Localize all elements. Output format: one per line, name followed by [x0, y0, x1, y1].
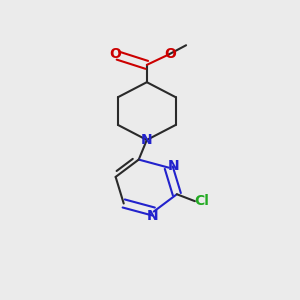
Text: O: O — [165, 47, 177, 61]
Text: N: N — [141, 133, 153, 147]
Text: N: N — [147, 209, 158, 223]
Text: O: O — [110, 47, 122, 61]
Text: N: N — [168, 159, 180, 173]
Text: Cl: Cl — [194, 194, 209, 208]
